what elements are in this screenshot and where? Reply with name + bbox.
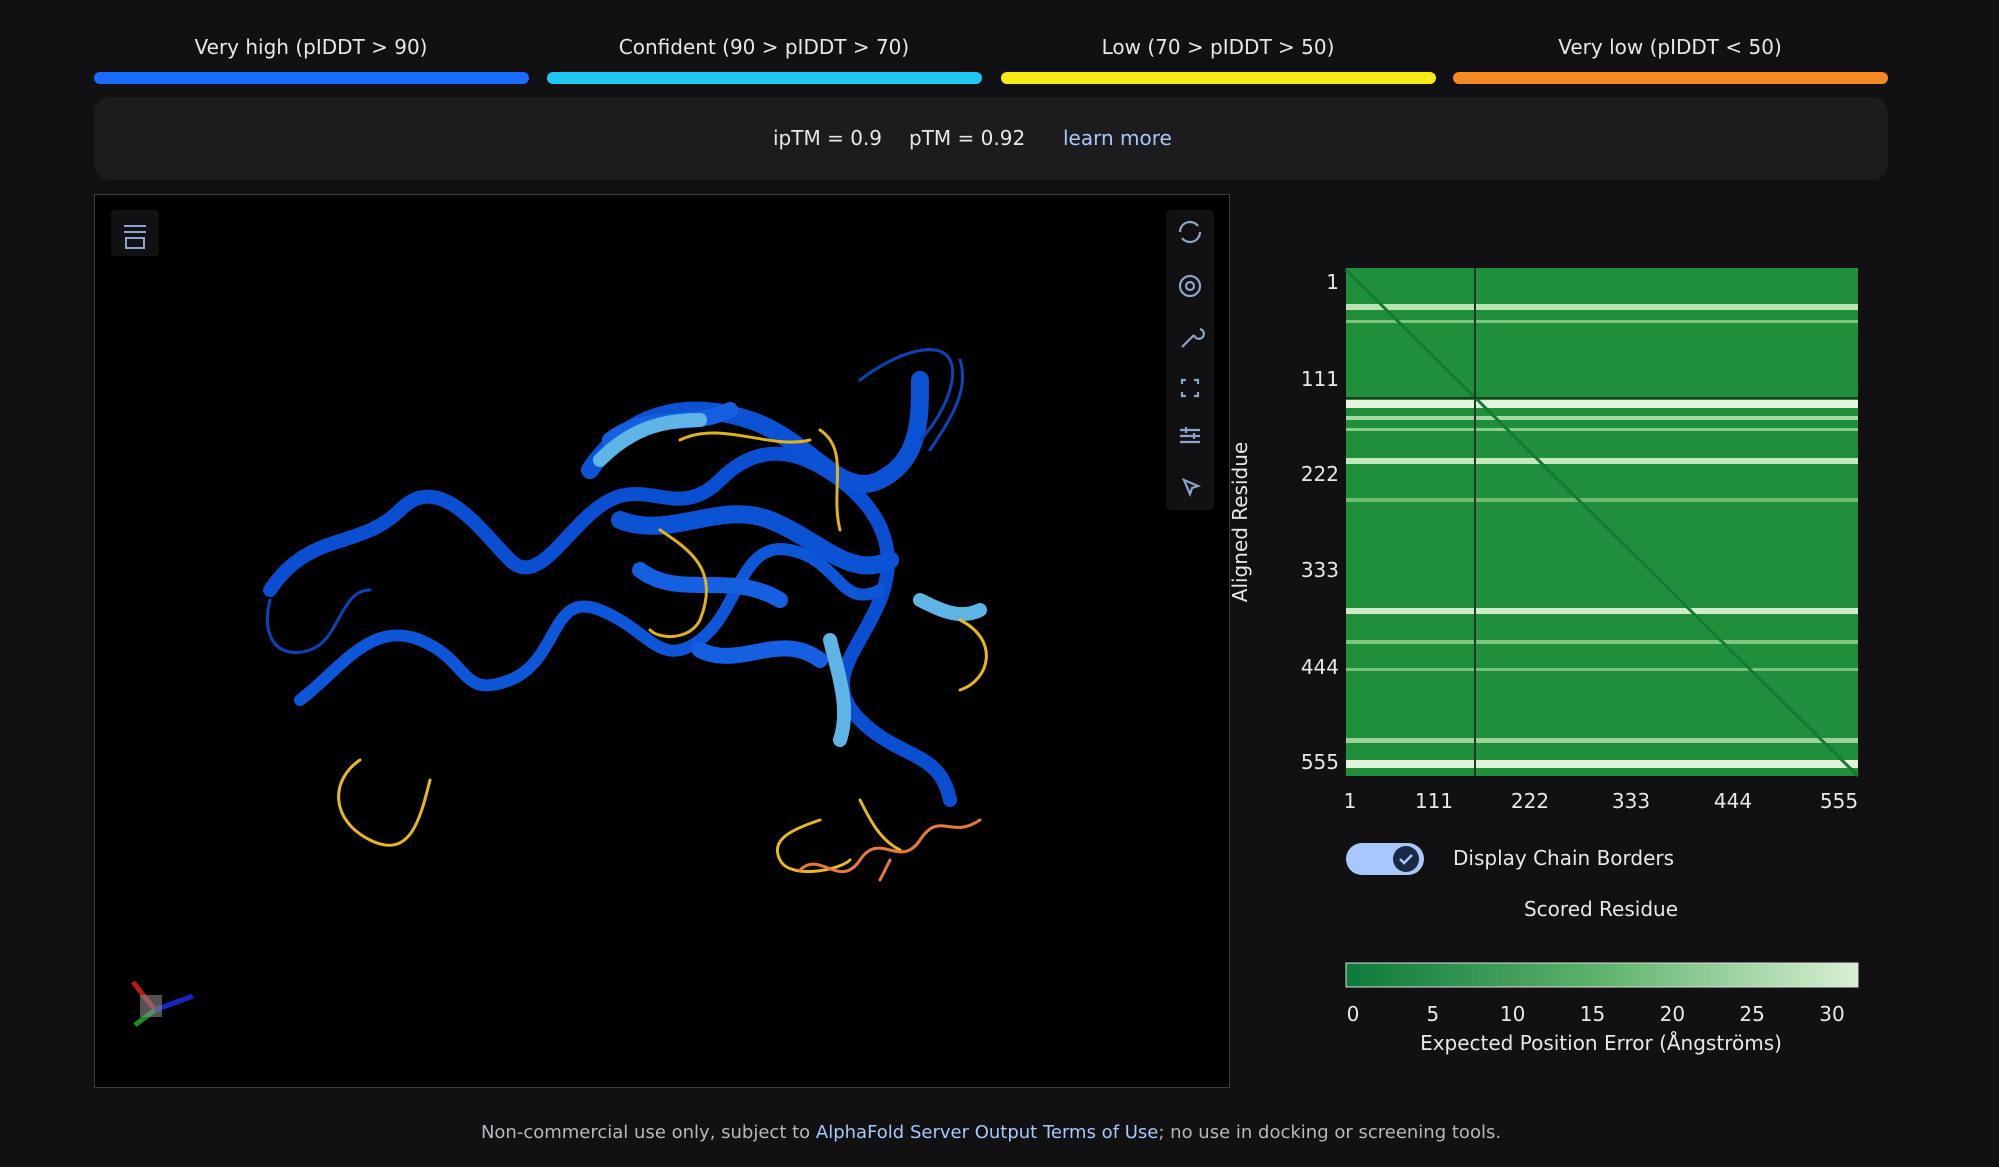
iptm-score: ipTM = 0.9: [773, 126, 883, 150]
learn-more-link[interactable]: learn more: [1063, 126, 1172, 150]
colorbar-tick-label: 30: [1819, 1002, 1845, 1026]
colorbar-label: Expected Position Error (Ångströms): [1420, 1031, 1782, 1055]
footer: Non-commercial use only, subject to Alph…: [481, 1122, 1501, 1143]
toggle-label: Display Chain Borders: [1453, 846, 1675, 870]
toggle-knob: [1393, 846, 1419, 872]
x-tick-label: 555: [1819, 789, 1859, 813]
colorbar-tick-label: 25: [1739, 1002, 1765, 1026]
legend-label: Low (70 > pIDDT > 50): [1101, 35, 1335, 59]
protein-structure: [263, 348, 988, 882]
footer-text: ; no use in docking or screening tools.: [1158, 1122, 1502, 1143]
toolbar-icons[interactable]: [1178, 220, 1205, 498]
colorbar-tick-label: 5: [1426, 1002, 1440, 1026]
legend-label: Confident (90 > pIDDT > 70): [618, 35, 910, 59]
legend-bar: [547, 72, 982, 84]
legend-label: Very low (pIDDT < 50): [1558, 35, 1782, 59]
colorbar-tick-label: 20: [1659, 1002, 1686, 1026]
media-icon: [124, 225, 146, 249]
colorbar-tick-label: 15: [1579, 1002, 1606, 1026]
axis-gizmo: [131, 980, 194, 1027]
y-tick-label: 444: [1300, 655, 1339, 679]
ptm-score: pTM = 0.92: [909, 126, 1026, 150]
toolbar: [1166, 210, 1214, 510]
y-axis-label: Aligned Residue: [1228, 441, 1252, 603]
legend-label: Very high (pIDDT > 90): [194, 35, 428, 59]
colorbar-tick-label: 0: [1346, 1002, 1360, 1026]
colorbar-tick-label: 10: [1499, 1002, 1526, 1026]
legend-bar: [1001, 72, 1436, 84]
x-tick-label: 444: [1713, 789, 1753, 813]
score-panel: [94, 97, 1888, 180]
x-axis-label: Scored Residue: [1523, 897, 1679, 921]
structure-viewer: [94, 194, 1230, 1088]
colorbar: [1345, 962, 1859, 988]
x-tick-label: 222: [1510, 789, 1550, 813]
x-tick-label: 1: [1343, 789, 1357, 813]
x-tick-label: 111: [1414, 789, 1454, 813]
pae-diagonal: [1344, 268, 1860, 778]
footer-text: Non-commercial use only, subject to: [480, 1122, 816, 1143]
x-tick-label: 333: [1611, 789, 1651, 813]
toggle-check: [1399, 854, 1413, 865]
legend-bar: [94, 72, 529, 84]
y-tick-label: 111: [1300, 367, 1339, 391]
terms-link[interactable]: AlphaFold Server Output Terms of Use: [815, 1122, 1159, 1143]
legend-bar: [1453, 72, 1888, 84]
y-tick-label: 222: [1300, 462, 1339, 486]
y-tick-label: 1: [1326, 270, 1339, 294]
y-tick-label: 555: [1300, 750, 1339, 774]
y-tick-label: 333: [1300, 558, 1339, 582]
